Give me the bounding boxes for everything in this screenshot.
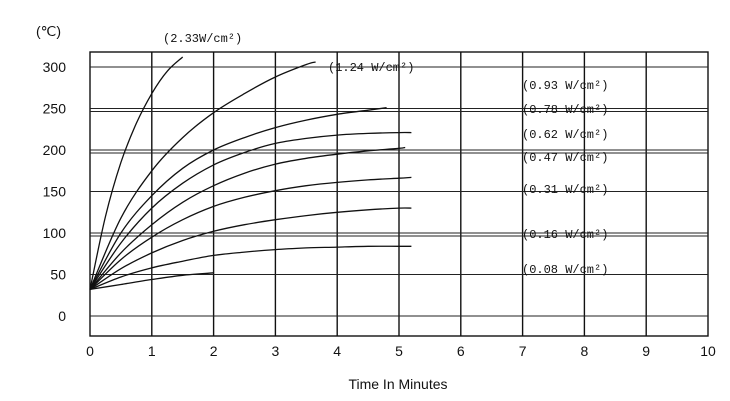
grid (89, 51, 709, 337)
series-label-1: (2.33W/cm²) (163, 32, 242, 46)
series-label-5: (0.62 W/cm²) (522, 128, 608, 142)
y-axis-unit-label: (℃) (36, 23, 61, 39)
x-tick-label: 7 (519, 343, 527, 359)
series-label-8: (0.16 W/cm²) (522, 228, 608, 242)
x-axis-title: Time In Minutes (348, 376, 447, 392)
series-line-2 (89, 61, 316, 290)
x-tick-label: 0 (86, 343, 94, 359)
series-label-9: (0.08 W/cm²) (522, 263, 608, 277)
series-line-3 (89, 107, 387, 290)
series-line-4 (89, 131, 412, 290)
series-line-9 (89, 272, 214, 291)
x-tick-label: 4 (333, 343, 341, 359)
series-line-1 (89, 56, 184, 290)
series-labels: (2.33W/cm²) (1.24 W/cm²) (0.93 W/cm²) (0.78… (163, 32, 608, 277)
series-line-6 (89, 176, 412, 290)
series-label-2: (1.24 W/cm²) (328, 61, 414, 75)
x-tick-label: 6 (457, 343, 465, 359)
x-tick-label: 9 (642, 343, 650, 359)
x-tick-label: 10 (700, 343, 716, 359)
x-tick-label: 8 (581, 343, 589, 359)
series-line-7 (89, 207, 412, 290)
y-tick-label: 200 (43, 142, 67, 158)
x-tick-label: 5 (395, 343, 403, 359)
y-tick-label: 250 (43, 101, 67, 117)
y-tick-label: 0 (58, 308, 66, 324)
y-tick-label: 50 (50, 267, 66, 283)
series-line-5 (89, 146, 406, 290)
y-tick-label: 100 (43, 225, 67, 241)
x-tick-label: 3 (272, 343, 280, 359)
series-line-8 (89, 245, 412, 291)
y-tick-label: 150 (43, 184, 67, 200)
series-label-4: (0.78 W/cm²) (522, 103, 608, 117)
series-label-3: (0.93 W/cm²) (522, 79, 608, 93)
y-tick-label: 300 (43, 59, 67, 75)
x-tick-label: 1 (148, 343, 156, 359)
series-layer (89, 56, 412, 291)
series-label-6: (0.47 W/cm²) (522, 151, 608, 165)
x-tick-label: 2 (210, 343, 218, 359)
series-label-7: (0.31 W/cm²) (522, 183, 608, 197)
